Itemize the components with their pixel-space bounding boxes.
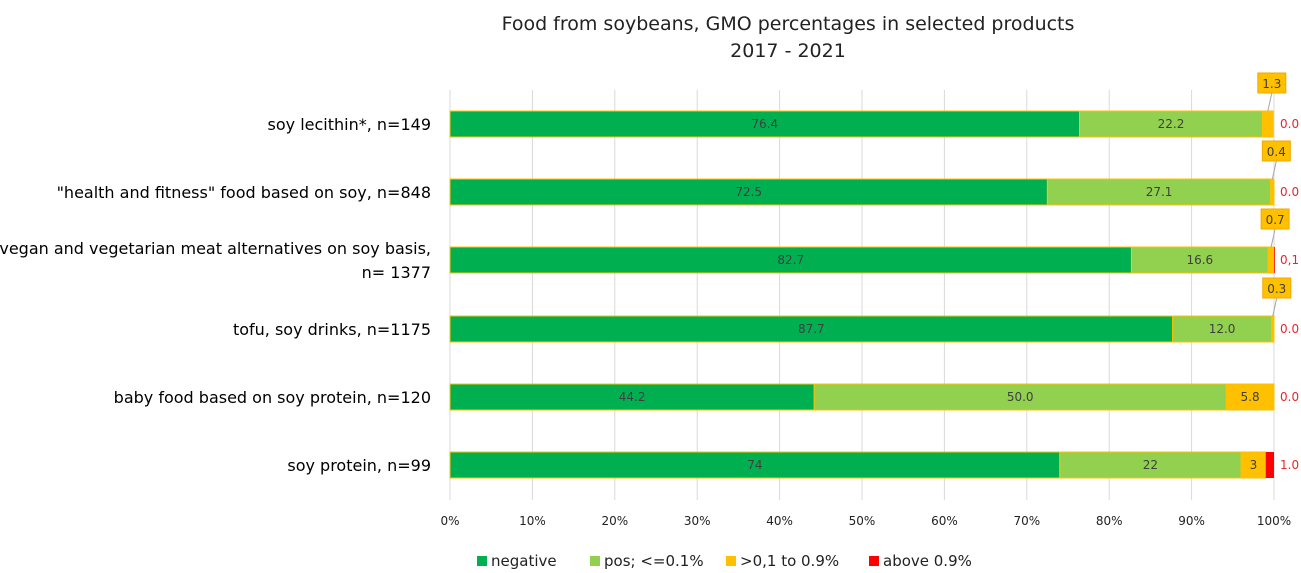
x-tick-label: 10% — [519, 514, 546, 528]
bar-segment-pos-0-1- — [1130, 246, 1269, 274]
x-tick-label: 60% — [931, 514, 958, 528]
data-label: 12.0 — [1209, 322, 1236, 336]
data-label: 76.4 — [751, 117, 778, 131]
bar-segment--0-1-to-0-9- — [1267, 246, 1275, 274]
data-label: 82.7 — [777, 253, 804, 267]
gridlines — [449, 90, 1275, 500]
callout-leader — [1270, 228, 1276, 248]
category-label: soy protein, n=99 — [287, 456, 431, 475]
callout-box — [1261, 140, 1291, 162]
category-label: "health and fitness" food based on soy, … — [57, 183, 431, 202]
data-label: 72.5 — [735, 185, 762, 199]
x-tick-label: 20% — [601, 514, 628, 528]
category-label: baby food based on soy protein, n=120 — [114, 388, 431, 407]
data-label: 44.2 — [619, 390, 646, 404]
data-label: 22 — [1143, 458, 1158, 472]
bar-segment--0-1-to-0-9- — [1271, 315, 1275, 343]
x-tick-label: 0% — [440, 514, 459, 528]
x-tick-label: 70% — [1013, 514, 1040, 528]
data-label: 74 — [747, 458, 762, 472]
legend: negative pos; <=0.1% >0,1 to 0.9% above 0.9… — [477, 552, 972, 570]
legend-label: pos; <=0.1% — [604, 552, 704, 570]
legend-swatch — [869, 556, 879, 566]
category-label: vegan and vegetarian meat alternatives o… — [0, 239, 431, 258]
data-label: 0.3 — [1267, 282, 1286, 296]
legend-swatch — [726, 556, 736, 566]
callout-box — [1257, 72, 1287, 94]
category-label: n= 1377 — [362, 263, 431, 282]
data-label: 1.3 — [1262, 77, 1281, 91]
data-label: 1.0 — [1280, 458, 1299, 472]
legend-label: above 0.9% — [883, 552, 972, 570]
bar-segment-pos-0-1- — [1079, 110, 1263, 138]
callout-leader — [1271, 160, 1277, 180]
x-tick-label: 50% — [849, 514, 876, 528]
data-label: 22.2 — [1158, 117, 1185, 131]
x-tick-label: 90% — [1178, 514, 1205, 528]
legend-swatch — [590, 556, 600, 566]
legend-label: >0,1 to 0.9% — [740, 552, 839, 570]
bar-segment--0-1-to-0-9- — [1261, 110, 1274, 138]
bar-segment-pos-0-1- — [1059, 451, 1242, 479]
legend-swatch — [477, 556, 487, 566]
chart-title: Food from soybeans, GMO percentages in s… — [502, 13, 1075, 35]
data-label: 0.7 — [1266, 213, 1285, 227]
bar-segment-pos-0-1- — [1172, 315, 1273, 343]
category-labels: soy lecithin*, n=149 "health and fitness"… — [0, 115, 431, 475]
data-label: 16.6 — [1186, 253, 1213, 267]
callout-leader — [1272, 297, 1278, 317]
x-tick-label: 40% — [766, 514, 793, 528]
data-label: 0.0 — [1280, 185, 1299, 199]
bar-segment--0-1-to-0-9- — [1270, 178, 1275, 206]
bar-segment-above-0-9- — [1265, 452, 1274, 478]
x-axis-ticks: 0% 10% 20% 30% 40% 50% 60% 70% 80% 90% 100% — [440, 514, 1291, 528]
data-label: 0,1 — [1280, 253, 1299, 267]
data-label: 27.1 — [1146, 185, 1173, 199]
data-label: 5.8 — [1241, 390, 1260, 404]
data-label: 3 — [1250, 458, 1258, 472]
legend-label: negative — [491, 552, 557, 570]
bar-segment-negative — [449, 178, 1048, 206]
category-label: tofu, soy drinks, n=1175 — [233, 320, 431, 339]
data-label: 50.0 — [1007, 390, 1034, 404]
data-label: 0.0 — [1280, 322, 1299, 336]
bar-segment--0-1-to-0-9- — [1240, 451, 1267, 479]
callout-box — [1260, 208, 1290, 230]
x-tick-label: 100% — [1257, 514, 1291, 528]
chart-subtitle: 2017 - 2021 — [730, 40, 846, 62]
bar-segment-negative — [449, 110, 1081, 138]
callout-box — [1262, 277, 1292, 299]
data-label: 0.0 — [1280, 390, 1299, 404]
data-label: 87.7 — [798, 322, 825, 336]
data-label: 0.4 — [1267, 145, 1286, 159]
data-label: 0.0 — [1280, 117, 1299, 131]
bars: 76.4 22.2 1.3 0.0 72.5 27.1 0.4 0.0 82.7 16.6 0.7 0… — [449, 72, 1299, 479]
category-label: soy lecithin*, n=149 — [268, 115, 431, 134]
x-tick-label: 80% — [1096, 514, 1123, 528]
x-tick-label: 30% — [684, 514, 711, 528]
bar-segment-above-0-9- — [1274, 247, 1275, 273]
callout-leader — [1267, 92, 1273, 112]
bar-segment-pos-0-1- — [813, 383, 1227, 411]
bar-segment-negative — [449, 451, 1061, 479]
bar-segment--0-1-to-0-9- — [1225, 383, 1275, 411]
bar-segment-negative — [449, 383, 815, 411]
